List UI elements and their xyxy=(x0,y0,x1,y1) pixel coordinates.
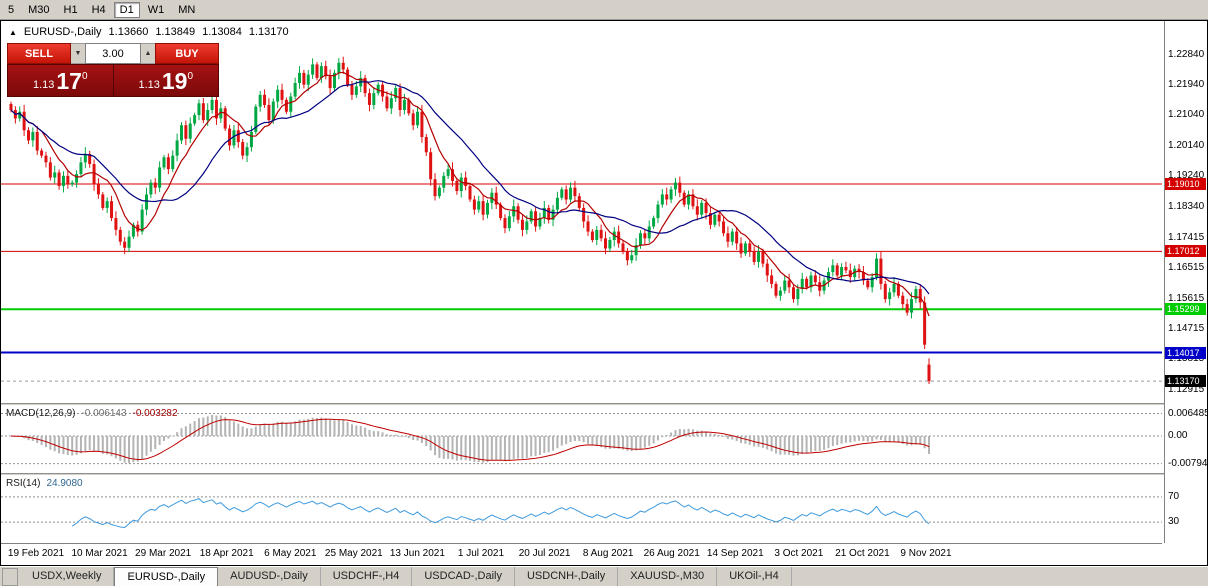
price-axis-tick: 1.20140 xyxy=(1168,139,1205,151)
tab-scroll-button[interactable] xyxy=(2,568,18,586)
date-axis[interactable]: 19 Feb 2021 10 Mar 2021 29 Mar 2021 18 Apr … xyxy=(1,543,1162,564)
pane-separator[interactable] xyxy=(1,403,1205,406)
price-axis-tick: 1.22840 xyxy=(1168,48,1205,60)
rsi-header: RSI(14) 24.9080 xyxy=(6,478,83,489)
sell-button[interactable]: SELL xyxy=(7,43,71,64)
chart-tab-audusd-daily[interactable]: AUDUSD-,Daily xyxy=(218,567,321,586)
macd-indicator-canvas[interactable] xyxy=(1,406,1162,473)
spinner-up-icon: ▲ xyxy=(144,50,152,57)
date-axis-label: 21 Oct 2021 xyxy=(835,548,890,559)
chart-tab-bar: USDX,Weekly EURUSD-,Daily AUDUSD-,Daily USD… xyxy=(0,566,1208,586)
date-axis-label: 3 Oct 2021 xyxy=(774,548,824,559)
price-chart-canvas[interactable] xyxy=(1,21,1162,403)
date-axis-label: 9 Nov 2021 xyxy=(900,548,952,559)
chart-tab-ukoil-h4[interactable]: UKOil-,H4 xyxy=(717,567,792,586)
price-axis[interactable]: 1.22840 1.21940 1.21040 1.20140 1.19240 1.183… xyxy=(1164,21,1208,543)
chart-tab-eurusd-daily[interactable]: EURUSD-,Daily xyxy=(114,567,219,586)
date-axis-label: 6 May 2021 xyxy=(264,548,317,559)
spinner-down-icon: ▼ xyxy=(74,50,82,57)
chart-window: ▲ EURUSD-,Daily 1.13660 1.13849 1.13084 … xyxy=(0,20,1208,566)
date-axis-label: 1 Jul 2021 xyxy=(457,548,505,559)
macd-header: MACD(12,26,9) -0.006143 -0.003282 xyxy=(6,408,178,419)
date-axis-label: 19 Feb 2021 xyxy=(7,548,65,559)
rsi-axis-label: 30 xyxy=(1168,516,1180,528)
macd-main-value: -0.006143 xyxy=(81,408,127,419)
chart-tab-xauusd-m30[interactable]: XAUUSD-,M30 xyxy=(618,567,718,586)
chart-ohlc-header: ▲ EURUSD-,Daily 1.13660 1.13849 1.13084 … xyxy=(9,26,289,38)
date-axis-label: 18 Apr 2021 xyxy=(199,548,254,559)
timeframe-button-W1[interactable]: W1 xyxy=(147,3,165,16)
price-display: 1.13 17 0 1.13 19 0 xyxy=(7,64,219,97)
rsi-title: RSI(14) xyxy=(6,478,41,489)
date-axis-label: 20 Jul 2021 xyxy=(518,548,571,559)
ohlc-high: 1.13849 xyxy=(155,26,196,38)
sell-price-pipette: 0 xyxy=(81,71,88,82)
one-click-trading-widget: SELL ▼ ▲ BUY 1.13 17 0 1.13 19 0 xyxy=(7,43,219,97)
hline-price-label: 1.15299 xyxy=(1165,303,1206,316)
price-axis-tick: 1.14715 xyxy=(1168,322,1205,334)
ohlc-close: 1.13170 xyxy=(248,26,289,38)
sell-price-pips: 17 xyxy=(56,68,82,94)
symbol-marker-icon: ▲ xyxy=(9,27,17,37)
price-axis-tick: 1.16515 xyxy=(1168,262,1205,274)
ohlc-open: 1.13660 xyxy=(108,26,149,38)
chart-tab-usdcnh-daily[interactable]: USDCNH-,Daily xyxy=(515,567,619,586)
buy-button[interactable]: BUY xyxy=(155,43,219,64)
ohlc-low: 1.13084 xyxy=(202,26,242,38)
timeframe-button-D1[interactable]: D1 xyxy=(113,1,140,18)
macd-title: MACD(12,26,9) xyxy=(6,408,76,419)
chart-tab-usdx-weekly[interactable]: USDX,Weekly xyxy=(20,567,115,586)
date-axis-label: 13 Jun 2021 xyxy=(389,548,445,559)
chart-symbol-period: EURUSD-,Daily xyxy=(23,26,102,38)
timeframe-button-M30[interactable]: M30 xyxy=(28,3,50,16)
date-axis-label: 29 Mar 2021 xyxy=(135,548,192,559)
date-axis-label: 26 Aug 2021 xyxy=(643,548,700,559)
macd-axis-label: 0.006485 xyxy=(1168,407,1208,419)
volume-input[interactable] xyxy=(85,43,141,64)
macd-axis-label: 0.00 xyxy=(1168,430,1188,442)
rsi-value: 24.9080 xyxy=(46,478,83,489)
pane-separator[interactable] xyxy=(1,473,1205,476)
macd-signal-value: -0.003282 xyxy=(132,408,178,419)
hline-price-label: 1.14017 xyxy=(1165,346,1206,359)
price-axis-tick: 1.13815 xyxy=(1168,353,1205,365)
timeframe-button-MN[interactable]: MN xyxy=(178,3,196,16)
rsi-indicator-canvas[interactable] xyxy=(1,476,1162,543)
buy-price-display[interactable]: 1.13 19 0 xyxy=(114,65,219,96)
date-axis-label: 10 Mar 2021 xyxy=(71,548,128,559)
price-axis-tick: 1.19240 xyxy=(1168,170,1205,182)
chart-tab-usdcad-daily[interactable]: USDCAD-,Daily xyxy=(412,567,515,586)
price-axis-tick: 1.21940 xyxy=(1168,79,1205,91)
timeframe-button-5[interactable]: 5 xyxy=(8,3,15,16)
price-axis-tick: 1.12915 xyxy=(1168,383,1205,395)
price-axis-tick: 1.18340 xyxy=(1168,200,1205,212)
sell-price-figure: 1.13 xyxy=(32,79,55,91)
date-axis-label: 25 May 2021 xyxy=(324,548,383,559)
date-axis-label: 8 Aug 2021 xyxy=(582,548,634,559)
volume-decrease-button[interactable]: ▼ xyxy=(71,43,85,64)
chart-tab-usdchf-h4[interactable]: USDCHF-,H4 xyxy=(321,567,413,586)
current-price-label: 1.13170 xyxy=(1165,375,1206,388)
hline-price-label: 1.17012 xyxy=(1165,245,1206,258)
price-axis-tick: 1.17415 xyxy=(1168,231,1205,243)
buy-price-pipette: 0 xyxy=(187,71,194,82)
sell-price-display[interactable]: 1.13 17 0 xyxy=(8,65,114,96)
timeframe-button-H4[interactable]: H4 xyxy=(91,3,106,16)
buy-price-figure: 1.13 xyxy=(138,79,160,91)
hline-price-label: 1.19010 xyxy=(1165,177,1206,190)
buy-price-pips: 19 xyxy=(161,68,188,94)
price-axis-tick: 1.15615 xyxy=(1168,292,1205,304)
volume-increase-button[interactable]: ▲ xyxy=(141,43,155,64)
price-axis-tick: 1.21040 xyxy=(1168,109,1205,121)
timeframe-toolbar: 5 M30 H1 H4 D1 W1 MN xyxy=(0,0,1208,20)
date-axis-label: 14 Sep 2021 xyxy=(706,548,764,559)
rsi-axis-label: 70 xyxy=(1168,490,1180,502)
timeframe-button-H1[interactable]: H1 xyxy=(63,3,78,16)
